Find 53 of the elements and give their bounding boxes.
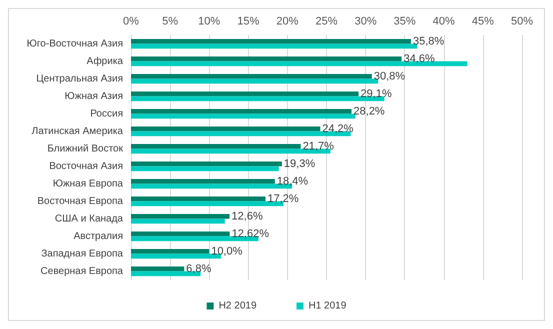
y-tick-label: Центральная Азия (36, 73, 123, 84)
bar (131, 214, 230, 219)
bar (131, 178, 275, 184)
y-tick-label: США и Канада (54, 213, 124, 224)
data-label: 17,2% (268, 192, 299, 205)
x-tick-label: 20% (276, 16, 299, 28)
bar (131, 161, 282, 166)
y-tick-label: Западная Европа (41, 248, 124, 260)
data-label: 35,8% (412, 35, 444, 48)
x-tick-label: 50% (510, 16, 534, 28)
y-tick-label: Южная Европа (52, 178, 124, 190)
y-tick-label: Африка (86, 56, 124, 67)
bar (131, 38, 411, 44)
legend-label: H1 2019 (308, 300, 347, 312)
y-tick-label: Южная Азия (64, 90, 123, 102)
bar (131, 114, 356, 119)
data-label: 18,4% (276, 175, 308, 188)
bar (131, 126, 320, 132)
x-tick-label: 25% (315, 16, 338, 28)
bar (131, 218, 225, 224)
data-label: 19,3% (284, 158, 316, 170)
data-label: 30,8% (374, 70, 406, 82)
x-tick-label: 30% (354, 16, 377, 28)
data-label: 10,0% (211, 245, 243, 258)
bar (131, 266, 184, 272)
y-tick-label: Латинская Америка (32, 126, 124, 137)
x-tick-label: 10% (198, 16, 220, 28)
bar (131, 231, 230, 236)
bar (131, 248, 210, 254)
bar (131, 74, 372, 79)
data-label: 6,8% (186, 262, 212, 275)
bar (131, 56, 402, 62)
x-tick-label: 15% (237, 16, 260, 28)
bar (131, 108, 352, 114)
x-tick-label: 35% (394, 16, 416, 28)
legend-label: H2 2019 (218, 300, 257, 312)
y-tick-label: Северная Европа (40, 266, 124, 277)
y-tick-label: Восточная Азия (49, 160, 123, 172)
x-tick-label: 40% (432, 16, 456, 28)
x-tick-label: 5% (162, 16, 178, 28)
bar (131, 144, 301, 149)
x-tick-label: 0% (123, 16, 140, 28)
y-tick-label: Ближний Восток (47, 143, 124, 154)
y-tick-label: Россия (90, 108, 123, 120)
bar (131, 166, 279, 172)
x-tick-label: 45% (472, 16, 494, 28)
y-tick-label: Восточная Европа (37, 196, 124, 207)
data-label: 12,6% (232, 210, 263, 222)
bar (131, 196, 266, 202)
y-tick-label: Юго-Восточная Азия (26, 38, 123, 50)
y-tick-label: Австралия (74, 230, 123, 242)
data-label: 28,2% (354, 105, 385, 118)
bar (131, 91, 359, 96)
